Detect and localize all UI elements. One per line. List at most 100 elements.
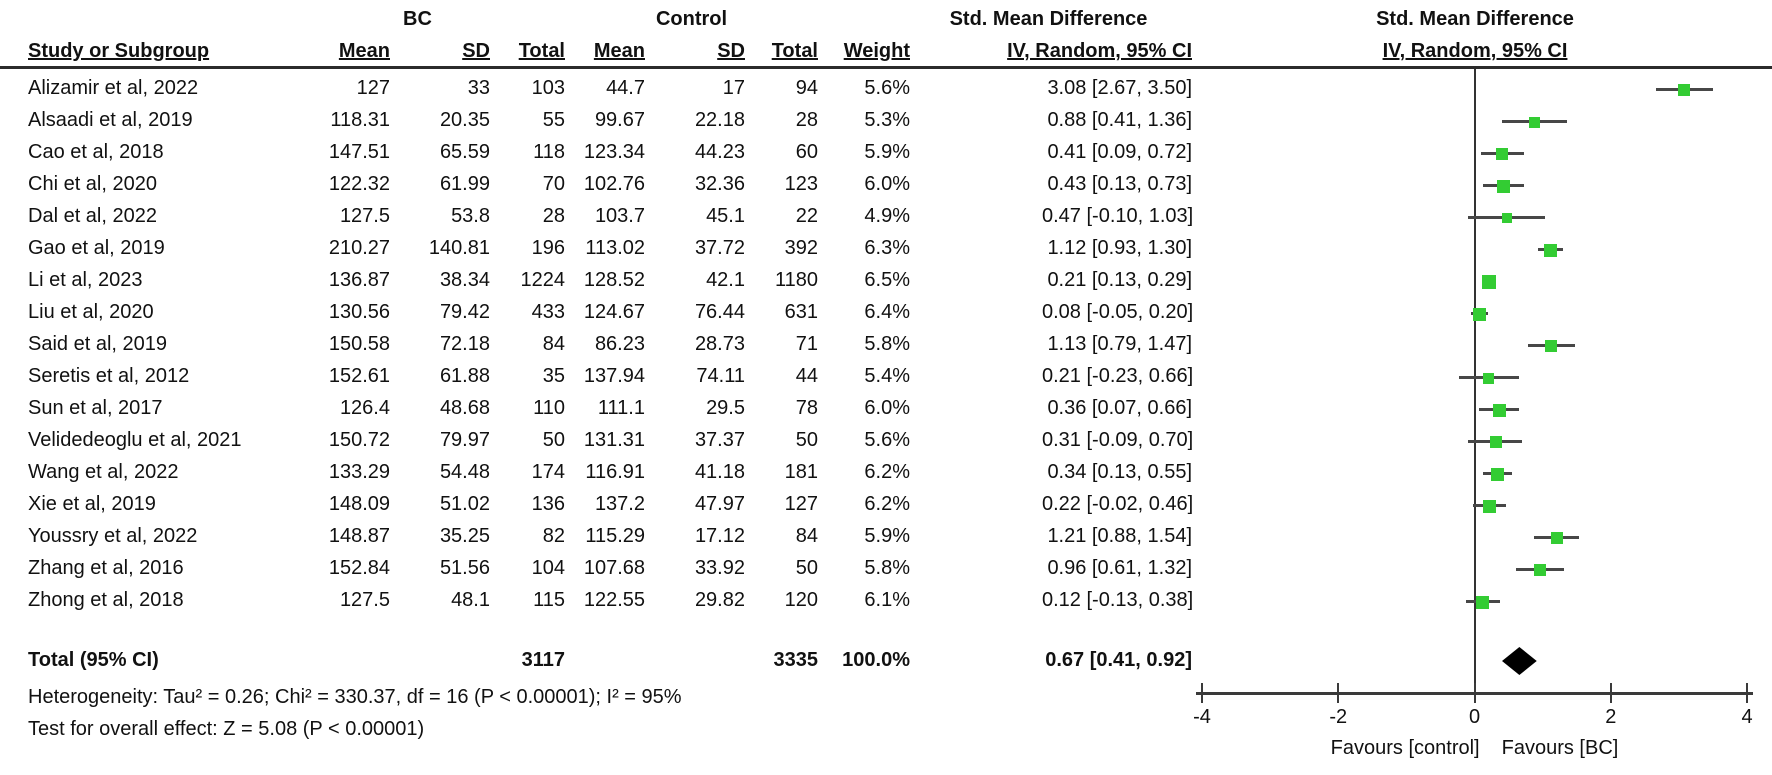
bc-mean-cell: 133.29 (328, 461, 390, 483)
ci-text-cell: 0.31 [-0.09, 0.70] (1042, 429, 1194, 451)
bc-total-cell: 136 (531, 493, 565, 515)
ci-text-cell: 0.36 [0.07, 0.66] (1047, 397, 1192, 419)
bc-sd-cell: 51.56 (439, 557, 490, 579)
effect-marker (1482, 499, 1496, 513)
c-mean-cell: 124.67 (583, 301, 645, 323)
study-name: Chi et al, 2020 (28, 173, 157, 195)
study-row: Sun et al, 2017 126.4 48.68 110 111.1 29.5 78 6… (0, 392, 1192, 424)
bc-total-cell: 28 (542, 205, 565, 227)
c-sd-cell: 29.82 (694, 589, 745, 611)
ci-text-cell: 0.96 [0.61, 1.32] (1047, 557, 1192, 579)
bc-mean-cell: 127.5 (339, 589, 390, 611)
bc-mean-cell: 122.32 (328, 173, 390, 195)
weight-cell: 5.9% (864, 141, 910, 163)
weight-cell: 5.8% (864, 557, 910, 579)
col-header-c-total: Total (771, 40, 818, 62)
col-header-study: Study or Subgroup (28, 40, 210, 62)
effect-marker (1473, 307, 1487, 321)
weight-cell: 5.4% (864, 365, 910, 387)
bc-sd-cell: 61.88 (439, 365, 490, 387)
col-header-bc-sd: SD (462, 40, 490, 62)
c-sd-cell: 17.12 (694, 525, 745, 547)
c-total-cell: 22 (795, 205, 818, 227)
bc-mean-cell: 150.58 (328, 333, 390, 355)
effect-marker (1476, 595, 1490, 609)
weight-cell: 6.4% (864, 301, 910, 323)
bc-sd-cell: 61.99 (439, 173, 490, 195)
weight-cell: 6.2% (864, 493, 910, 515)
c-mean-cell: 131.31 (583, 429, 645, 451)
bc-total-cell: 433 (531, 301, 565, 323)
c-total-cell: 631 (784, 301, 818, 323)
total-control-n: 3335 (773, 649, 819, 671)
c-sd-cell: 42.1 (706, 269, 745, 291)
c-mean-cell: 102.76 (583, 173, 645, 195)
overall-effect-text: Test for overall effect: Z = 5.08 (P < 0… (28, 718, 425, 740)
bc-total-cell: 110 (533, 397, 565, 419)
c-mean-cell: 123.34 (583, 141, 645, 163)
axis-tick (1201, 683, 1203, 703)
c-mean-cell: 107.68 (583, 557, 645, 579)
study-row: Liu et al, 2020 130.56 79.42 433 124.67 76.44… (0, 296, 1193, 328)
total-diamond (1502, 647, 1538, 675)
effect-marker (1496, 148, 1509, 160)
ci-text-cell: 0.21 [0.13, 0.29] (1047, 269, 1192, 291)
study-name: Velidedeoglu et al, 2021 (28, 429, 242, 451)
bc-sd-cell: 54.48 (439, 461, 490, 483)
ci-text-cell: 1.12 [0.93, 1.30] (1047, 237, 1192, 259)
c-sd-cell: 33.92 (694, 557, 745, 579)
bc-total-cell: 174 (531, 461, 565, 483)
group-header-bc: BC (403, 8, 432, 30)
axis-tick-label: -4 (1193, 706, 1211, 728)
study-row: Zhong et al, 2018 127.5 48.1 115 122.55 29.82… (0, 584, 1194, 616)
effect-marker (1492, 403, 1506, 417)
ci-text-cell: 0.41 [0.09, 0.72] (1047, 141, 1192, 163)
weight-cell: 5.8% (864, 333, 910, 355)
bc-sd-cell: 53.8 (451, 205, 490, 227)
heterogeneity-text: Heterogeneity: Tau² = 0.26; Chi² = 330.3… (28, 686, 682, 708)
bc-mean-cell: 130.56 (328, 301, 390, 323)
effect-marker (1491, 467, 1505, 481)
total-label: Total (95% CI) (28, 649, 159, 671)
axis-tick-label: 2 (1605, 706, 1617, 728)
c-mean-cell: 111.1 (597, 397, 645, 419)
study-row: Seretis et al, 2012 152.61 61.88 35 137.94 74… (0, 360, 1193, 392)
smd-column-title: Std. Mean Difference (949, 8, 1148, 30)
c-total-cell: 78 (795, 397, 818, 419)
ci-text-cell: 0.12 [-0.13, 0.38] (1042, 589, 1194, 611)
bc-sd-cell: 35.25 (439, 525, 490, 547)
effect-marker (1678, 84, 1691, 96)
ci-text-cell: 0.88 [0.41, 1.36] (1047, 109, 1192, 131)
bc-sd-cell: 79.42 (439, 301, 490, 323)
bc-sd-cell: 72.18 (439, 333, 490, 355)
c-sd-cell: 45.1 (706, 205, 745, 227)
bc-total-cell: 104 (531, 557, 565, 579)
study-name: Seretis et al, 2012 (28, 365, 190, 387)
c-total-cell: 44 (795, 365, 818, 387)
effect-marker (1545, 340, 1558, 352)
c-sd-cell: 17 (722, 77, 745, 99)
axis-tick-label: 4 (1741, 706, 1753, 728)
c-total-cell: 84 (795, 525, 818, 547)
c-total-cell: 1180 (774, 269, 818, 291)
study-row: Alsaadi et al, 2019 118.31 20.35 55 99.67 22.… (0, 104, 1192, 136)
bc-total-cell: 50 (542, 429, 565, 451)
c-mean-cell: 86.23 (594, 333, 645, 355)
total-row: Total (95% CI) 3117 3335 100.0% 0.67 [0.41, … (0, 644, 1192, 676)
axis-tick-label: 0 (1468, 706, 1481, 728)
c-total-cell: 120 (784, 589, 818, 611)
c-sd-cell: 76.44 (694, 301, 745, 323)
total-ci: 0.67 [0.41, 0.92] (1045, 649, 1192, 671)
study-row: Chi et al, 2020 122.32 61.99 70 102.76 32.36 1… (0, 168, 1192, 200)
bc-total-cell: 1224 (520, 269, 566, 291)
study-name: Alsaadi et al, 2019 (28, 109, 193, 131)
c-sd-cell: 74.11 (696, 365, 745, 387)
c-mean-cell: 122.55 (583, 589, 645, 611)
bc-total-cell: 82 (542, 525, 565, 547)
c-total-cell: 127 (784, 493, 818, 515)
effect-marker (1528, 116, 1540, 128)
header-rule (0, 66, 1772, 69)
bc-total-cell: 84 (542, 333, 565, 355)
favours-left-label: Favours [control] (1330, 737, 1480, 759)
